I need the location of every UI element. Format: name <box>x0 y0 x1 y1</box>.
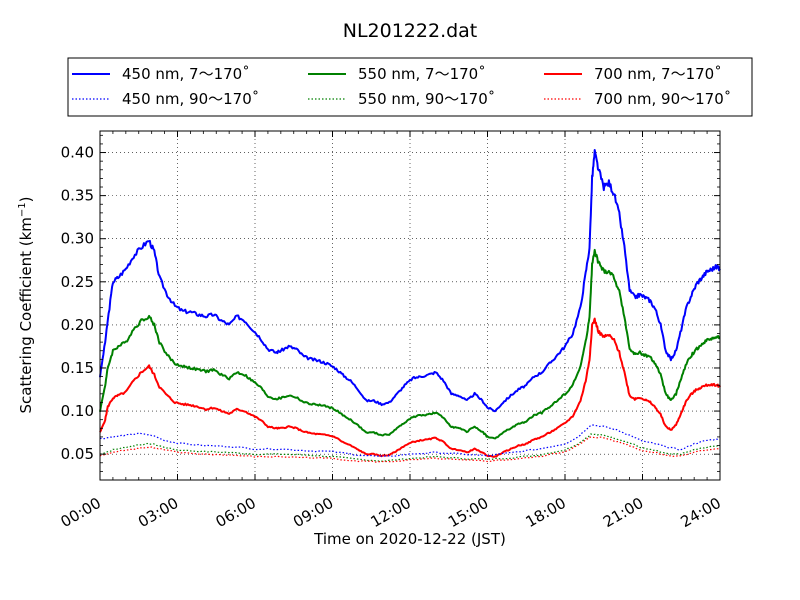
legend-label: 450 nm, 7～170˚ <box>122 65 250 83</box>
legend-box <box>67 57 753 117</box>
x-tick-label: 03:00 <box>135 494 181 531</box>
y-axis-label-tail: ) <box>17 196 35 202</box>
legend-label: 700 nm, 90～170˚ <box>594 90 731 108</box>
y-tick-labels: 0.05 0.10 0.15 0.20 0.25 0.30 0.35 0.40 <box>61 144 94 464</box>
series-layer <box>99 149 721 463</box>
y-axis-label-main: Scattering Coefficient (km <box>17 217 35 413</box>
y-tick-label: 0.35 <box>61 187 94 205</box>
ticks <box>99 131 721 480</box>
x-tick-labels: 00:00 03:00 06:00 09:00 12:00 15:00 18:00 21:00… <box>58 494 724 531</box>
legend: 450 nm, 7～170˚ 550 nm, 7～170˚ 700 nm, 7～17… <box>67 57 753 117</box>
x-tick-label: 06:00 <box>213 494 259 531</box>
plot-frame <box>100 131 720 480</box>
series-line-4 <box>99 424 721 457</box>
x-tick-label: 18:00 <box>523 494 569 531</box>
x-tick-label: 00:00 <box>58 494 104 531</box>
legend-label: 550 nm, 90～170˚ <box>358 90 495 108</box>
series-line-1 <box>99 149 721 413</box>
grid <box>100 131 720 480</box>
y-tick-label: 0.25 <box>61 273 94 291</box>
y-axis-label-sup: −1 <box>17 202 28 217</box>
y-tick-label: 0.15 <box>61 359 94 377</box>
x-tick-label: 12:00 <box>368 494 414 531</box>
legend-label: 550 nm, 7～170˚ <box>358 65 486 83</box>
y-tick-label: 0.20 <box>61 316 94 334</box>
x-tick-label: 15:00 <box>445 494 491 531</box>
y-tick-label: 0.10 <box>61 402 94 420</box>
legend-label: 700 nm, 7～170˚ <box>594 65 722 83</box>
x-tick-label: 09:00 <box>290 494 336 531</box>
x-tick-label: 24:00 <box>678 494 724 531</box>
plot-area <box>99 130 721 481</box>
x-axis-label: Time on 2020-12-22 (JST) <box>313 530 506 548</box>
y-axis-label: Scattering Coefficient (km−1) <box>17 196 35 413</box>
y-tick-label: 0.40 <box>61 144 94 162</box>
series-line-2 <box>99 248 721 440</box>
legend-label: 450 nm, 90～170˚ <box>122 90 259 108</box>
chart-title: NL201222.dat <box>343 20 478 42</box>
y-tick-label: 0.30 <box>61 230 94 248</box>
x-tick-label: 21:00 <box>600 494 646 531</box>
series-line-3 <box>99 317 721 458</box>
y-tick-label: 0.05 <box>61 445 94 463</box>
series-line-6 <box>99 436 721 463</box>
